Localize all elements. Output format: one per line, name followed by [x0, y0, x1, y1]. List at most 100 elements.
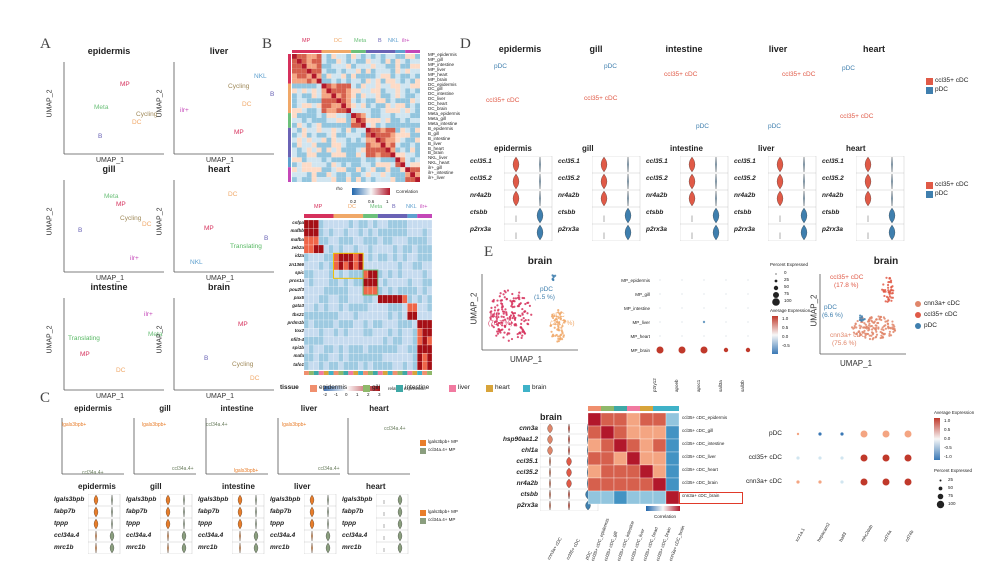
heatmap-cell — [395, 103, 401, 109]
umap-point — [495, 317, 499, 321]
row-label: ilr+_gill — [428, 165, 443, 171]
umap-point — [501, 305, 504, 308]
heatmap-cell — [410, 73, 416, 79]
heatmap-cell — [326, 132, 332, 138]
heatmap-cell — [323, 244, 329, 254]
heatmap-cell — [303, 319, 310, 329]
heatmap-cell — [321, 103, 327, 109]
heatmap-cell — [360, 68, 366, 74]
heatmap-cell — [367, 294, 374, 304]
heatmap-cell — [426, 294, 433, 304]
umap-point — [884, 320, 887, 323]
violin-gene-label: mrc1b — [54, 544, 74, 551]
violin-shape — [237, 494, 243, 506]
dot-point — [747, 279, 749, 281]
tissue-bar — [397, 371, 403, 375]
avg-legend-bar — [772, 316, 778, 354]
violin-gene-label: nr4a2b — [734, 192, 756, 199]
umap-point — [881, 326, 884, 329]
heatmap-cell — [323, 261, 329, 271]
umap-point — [865, 327, 868, 330]
legend-dot — [915, 301, 921, 307]
heatmap-cell — [296, 93, 302, 99]
violin-frame — [88, 506, 121, 518]
umap-point — [507, 339, 510, 342]
heatmap-cell — [367, 219, 374, 229]
violin-frame — [232, 518, 265, 530]
umap-point — [557, 316, 560, 320]
umap-cluster-label: ccl35+ cDC — [782, 71, 816, 78]
umap-point — [864, 323, 867, 326]
umap-point — [516, 296, 520, 299]
heatmap-cell — [356, 157, 361, 163]
umap-point — [887, 281, 890, 284]
umap-point — [861, 318, 864, 321]
umap-point — [498, 329, 501, 332]
heatmap-cell — [362, 261, 369, 271]
heatmap-cell — [412, 319, 418, 329]
heatmap-cell — [333, 353, 339, 362]
legend-dot — [936, 500, 945, 509]
heatmap-cell — [422, 328, 428, 337]
heatmap-cell — [346, 58, 352, 64]
heatmap-cell — [400, 88, 406, 94]
umap-point — [859, 314, 862, 317]
heatmap-cell — [348, 344, 354, 354]
heatmap-cell — [412, 269, 418, 279]
heatmap-cell — [303, 236, 310, 246]
heatmap-cell — [385, 83, 391, 89]
heatmap-cell — [380, 167, 386, 173]
heatmap-cell — [331, 98, 337, 104]
violin-row — [680, 156, 729, 173]
dot-row-label: MP_epidermis — [621, 278, 650, 283]
heatmap-cell — [346, 142, 352, 148]
heatmap-cell — [390, 103, 396, 109]
heatmap-cell — [402, 244, 408, 254]
violin-gene-label: p2rx3a — [558, 226, 579, 233]
violin-column-title: epidermis — [78, 482, 116, 491]
violin-shape — [167, 542, 169, 554]
heatmap-cell — [395, 172, 401, 178]
violin-shape — [547, 434, 553, 445]
legend-label: pDC — [924, 322, 938, 329]
heatmap-cell — [296, 162, 302, 168]
heatmap-cell — [370, 103, 376, 109]
umap-cluster-label: Translating — [230, 243, 262, 250]
row-label: B_liver — [428, 140, 442, 146]
umap-y-axis-label: UMAP_2 — [809, 294, 819, 327]
legend-swatch — [926, 191, 933, 198]
heatmap-cell — [311, 68, 317, 74]
heatmap-cell — [313, 269, 319, 279]
heatmap-cell — [365, 157, 371, 163]
heatmap-cell — [341, 88, 347, 94]
heatmap-cell — [341, 177, 347, 182]
heatmap-cell — [397, 328, 403, 337]
violin-shape — [93, 494, 99, 506]
heatmap-cell — [311, 113, 317, 118]
heatmap-cell — [326, 122, 332, 128]
heatmap-cell — [316, 162, 322, 168]
heatmap-cell — [422, 253, 428, 262]
heatmap-cell — [426, 219, 433, 229]
heatmap-cell — [385, 54, 391, 59]
heatmap-cell — [292, 118, 297, 123]
tissue-bar — [387, 371, 393, 375]
tissue-bar — [338, 371, 344, 375]
heatmap-cell — [348, 294, 354, 304]
heatmap-cell — [311, 103, 317, 109]
violin-gene-label: lgals3bpb — [270, 496, 301, 503]
violin-shape — [93, 506, 99, 518]
umap-point — [550, 330, 553, 333]
heatmap-cell — [390, 147, 396, 153]
umap-point — [508, 315, 511, 319]
heatmap-cell — [385, 108, 391, 114]
tissue-bar — [427, 371, 432, 375]
group-label: Meta — [370, 204, 383, 210]
dot-row-label: pDC — [768, 430, 782, 437]
violin-frame — [232, 494, 265, 506]
heatmap-cell — [367, 311, 374, 321]
heatmap-cell — [407, 244, 413, 254]
heatmap-cell — [338, 294, 344, 304]
